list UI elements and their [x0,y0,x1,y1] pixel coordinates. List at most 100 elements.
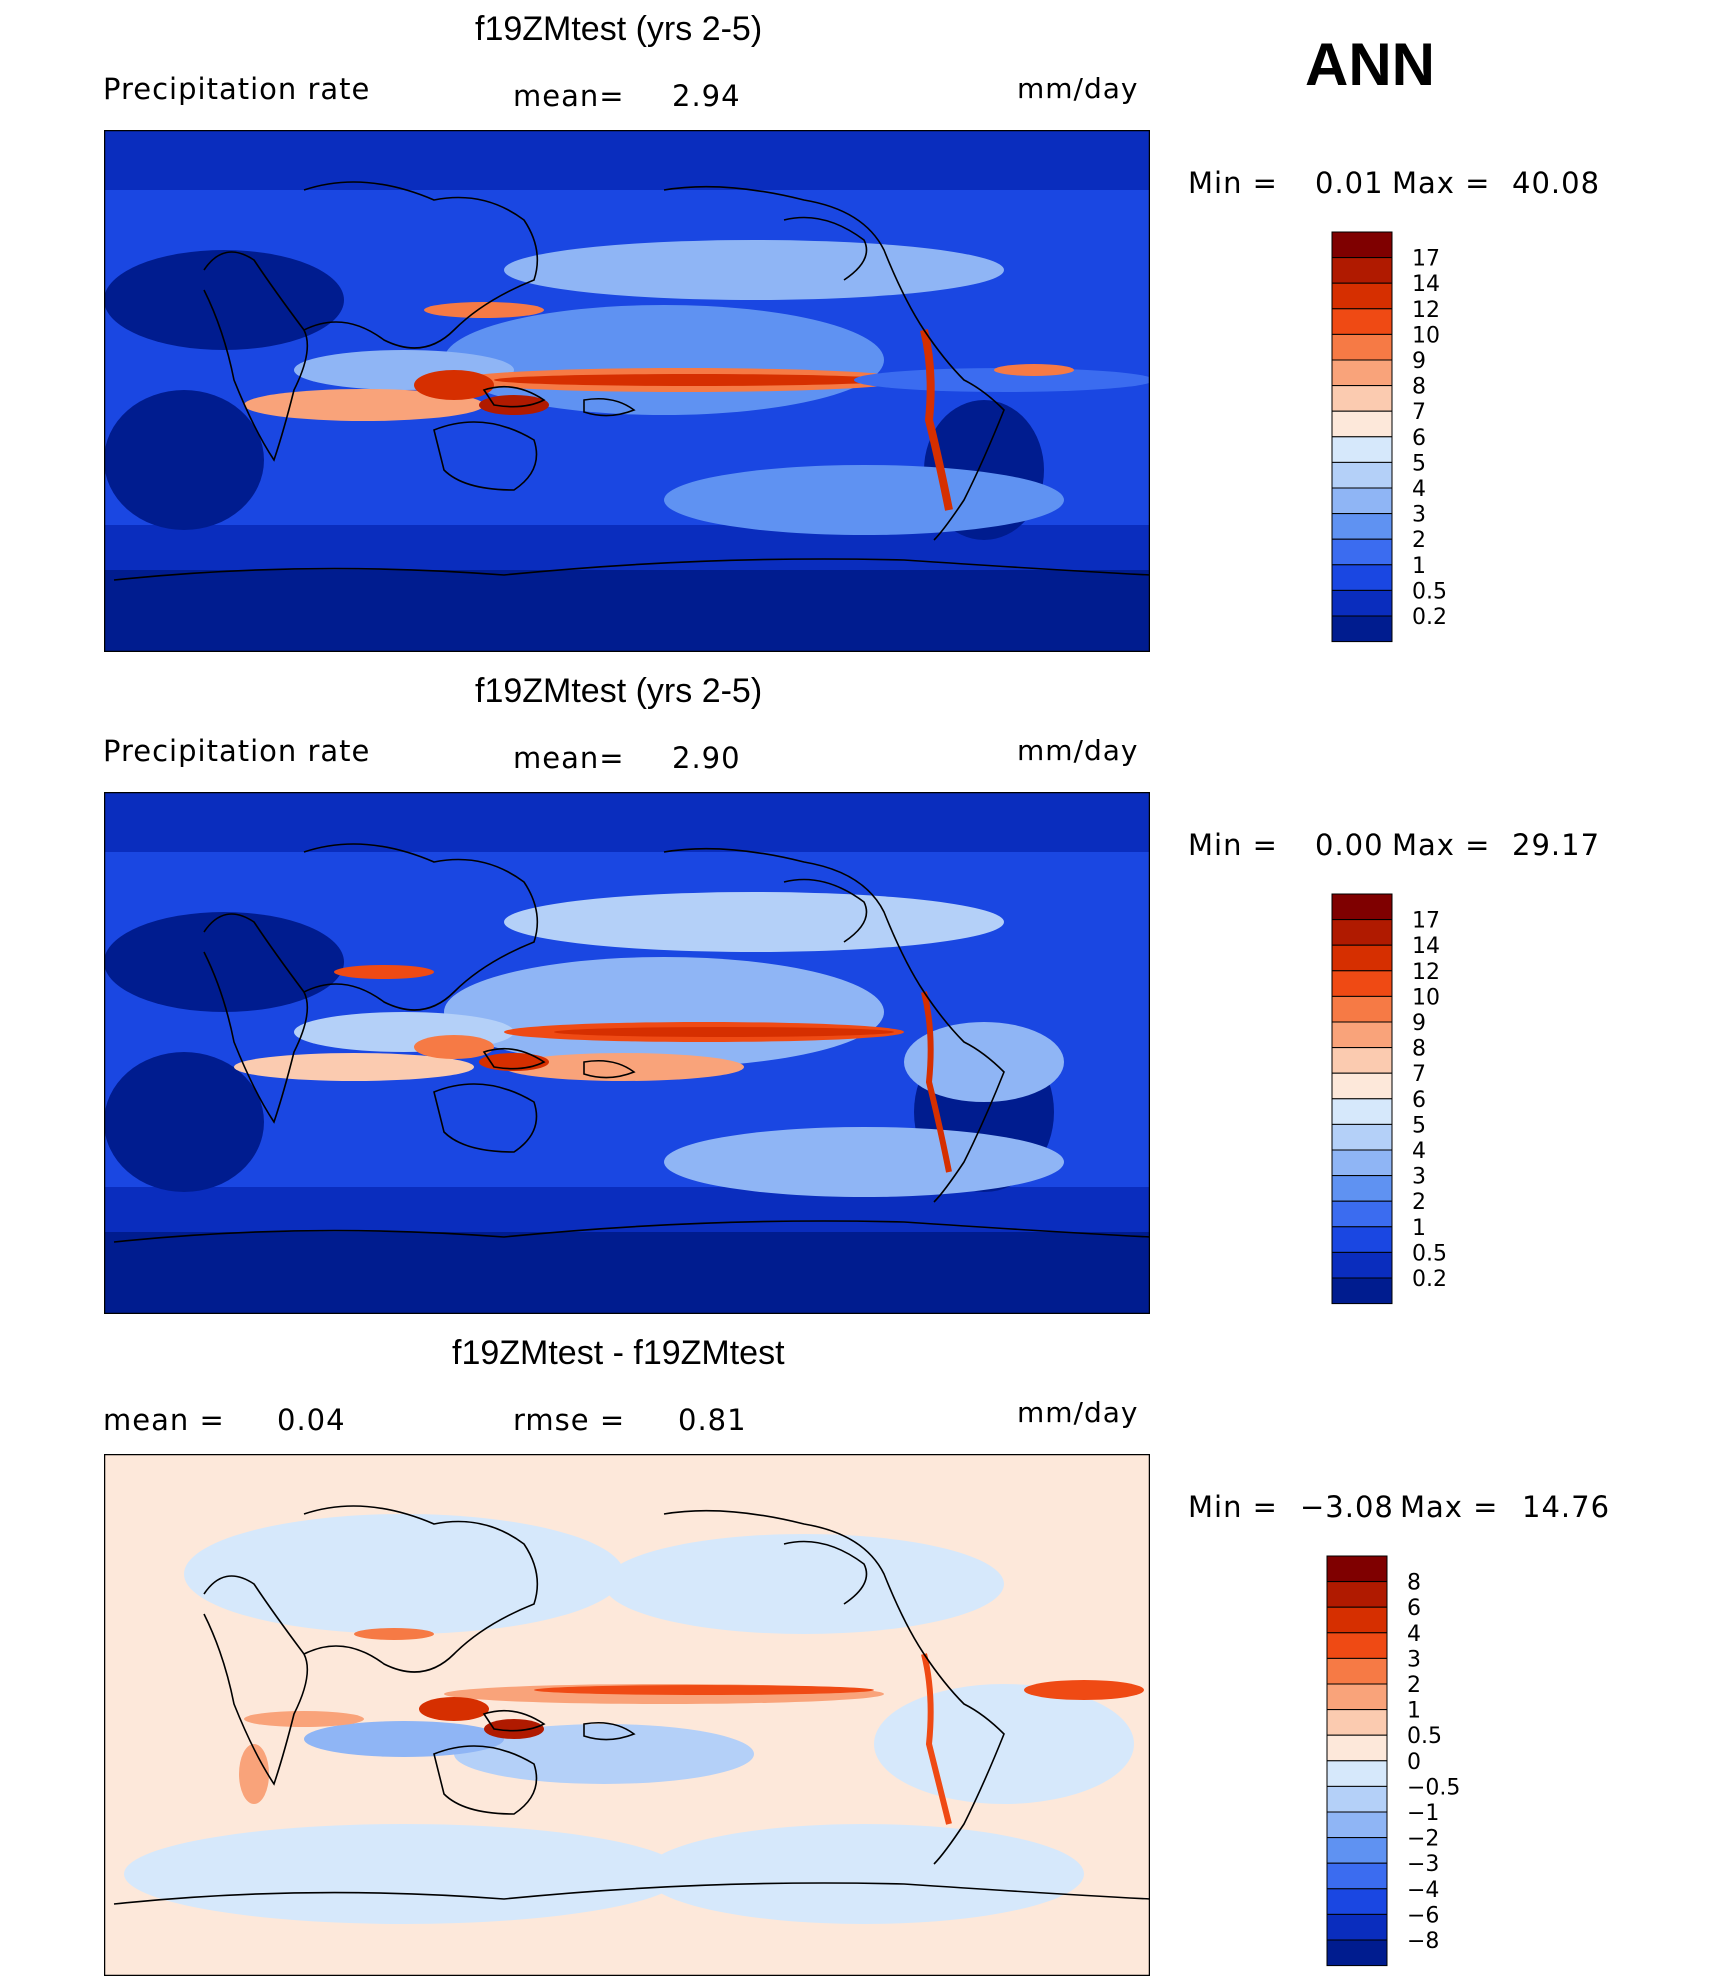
colorbar-swatch [1326,1657,1388,1685]
colorbar-swatch [1326,1632,1388,1659]
colorbar-tick-label: 17 [1412,247,1440,272]
panel1-min-value: 0.01 [1315,166,1384,200]
colorbar-tick-label: 3 [1412,1165,1426,1190]
season-label: ANN [1305,31,1435,98]
colorbar-swatch [1331,944,1393,972]
colorbar-swatch [1326,1939,1388,1967]
colorbar-swatch [1331,333,1393,361]
panel1-mean-value: 2.94 [672,79,741,113]
colorbar-swatch [1331,1123,1393,1151]
colorbar-tick-label: 14 [1412,934,1440,959]
colorbar-tick-label: 3 [1412,503,1426,528]
colorbar-tick-label: 12 [1412,960,1440,985]
colorbar-swatch [1331,410,1393,438]
colorbar-swatch [1331,564,1393,591]
colorbar-swatch [1331,282,1393,310]
colorbar-tick-label: 10 [1412,323,1440,348]
panel1-max-value: 40.08 [1512,166,1601,200]
precipitation-map-1 [104,130,1150,652]
colorbar-swatch [1331,1149,1393,1177]
panel3-rmse-label: rmse = [513,1403,626,1437]
panel3-mean-label: mean = [103,1403,225,1437]
colorbar-tick-label: 6 [1412,1088,1426,1113]
panel3-title: f19ZMtest - f19ZMtest [452,1334,785,1372]
colorbar-swatch [1331,1226,1393,1253]
colorbar-swatch [1331,487,1393,515]
colorbar-swatch [1331,1277,1393,1305]
colorbar-tick-label: 12 [1412,298,1440,323]
panel1-max-label: Max = [1392,166,1491,200]
colorbar-swatch [1331,1175,1393,1202]
colorbar-tick-label: 9 [1412,349,1426,374]
panel3-max-value: 14.76 [1522,1490,1611,1524]
colorbar-tick-label: 5 [1412,1113,1426,1138]
colorbar-swatch [1331,1072,1393,1100]
panel1-min-label: Min = [1188,166,1278,200]
colorbar-swatch [1331,1200,1393,1228]
colorbar-tick-label: 6 [1407,1596,1421,1621]
colorbar-tick-label: 0.2 [1412,1267,1447,1292]
panel1-variable-label: Precipitation rate [103,72,371,106]
colorbar-tick-label: 8 [1407,1571,1421,1596]
colorbar-swatch [1331,995,1393,1023]
colorbar-tick-label: 2 [1412,1190,1426,1215]
colorbar-tick-label: 1 [1407,1699,1421,1724]
colorbar-tick-label: −0.5 [1407,1775,1460,1800]
colorbar-swatch [1326,1811,1388,1839]
panel3-units: mm/day [1017,1396,1139,1429]
colorbar-tick-label: −3 [1407,1852,1439,1877]
colorbar-swatch [1331,231,1393,259]
panel3-mean-value: 0.04 [277,1403,346,1437]
colorbar-tick-label: 0 [1407,1750,1421,1775]
difference-map [104,1454,1150,1976]
colorbar-tick-label: 9 [1412,1011,1426,1036]
colorbar-tick-label: −6 [1407,1903,1439,1928]
colorbar-tick-label: 3 [1407,1647,1421,1672]
colorbar-tick-label: 0.5 [1412,579,1447,604]
colorbar-swatch [1331,308,1393,335]
colorbar-tick-label: 7 [1412,1062,1426,1087]
panel2-min-label: Min = [1188,828,1278,862]
colorbar-tick-label: 0.2 [1412,605,1447,630]
colorbar-tick-label: 4 [1407,1622,1421,1647]
colorbar-tick-label: 8 [1412,375,1426,400]
colorbar-swatch [1326,1606,1388,1634]
colorbar-swatch [1331,513,1393,540]
panel1-title: f19ZMtest (yrs 2-5) [475,10,763,48]
panel2-max-value: 29.17 [1512,828,1601,862]
colorbar-swatch [1326,1760,1388,1787]
colorbar-tick-label: −1 [1407,1801,1439,1826]
colorbar-tick-label: 8 [1412,1037,1426,1062]
panel3-max-label: Max = [1400,1490,1499,1524]
colorbar-swatch [1326,1862,1388,1890]
colorbar-tick-label: −8 [1407,1929,1439,1954]
colorbar-tick-label: 10 [1412,985,1440,1010]
colorbar-tick-label: 1 [1412,1216,1426,1241]
colorbar-swatch [1331,919,1393,946]
colorbar-swatch [1331,589,1393,617]
colorbar-swatch [1331,385,1393,412]
panel2-title: f19ZMtest (yrs 2-5) [475,672,763,710]
colorbar-tick-label: 1 [1412,554,1426,579]
colorbar-tick-label: 14 [1412,272,1440,297]
colorbar-tick-label: 4 [1412,477,1426,502]
panel3-min-label: Min = [1188,1490,1278,1524]
colorbar-swatch [1326,1888,1388,1915]
colorbar-swatch [1326,1785,1388,1813]
panel1-units: mm/day [1017,72,1139,105]
panel2-mean-label: mean= [513,741,625,775]
colorbar-tick-label: 2 [1407,1673,1421,1698]
colorbar-swatch [1331,359,1393,387]
colorbar-swatch [1331,1251,1393,1279]
colorbar-swatch [1326,1837,1388,1864]
colorbar-tick-label: 7 [1412,400,1426,425]
colorbar-swatch [1331,615,1393,643]
colorbar-swatch [1331,1047,1393,1074]
colorbar-tick-label: −4 [1407,1878,1439,1903]
colorbar-swatch [1326,1683,1388,1711]
precipitation-map-2 [104,792,1150,1314]
colorbar-swatch [1331,257,1393,284]
colorbar-swatch [1326,1555,1388,1583]
colorbar-swatch [1326,1734,1388,1762]
